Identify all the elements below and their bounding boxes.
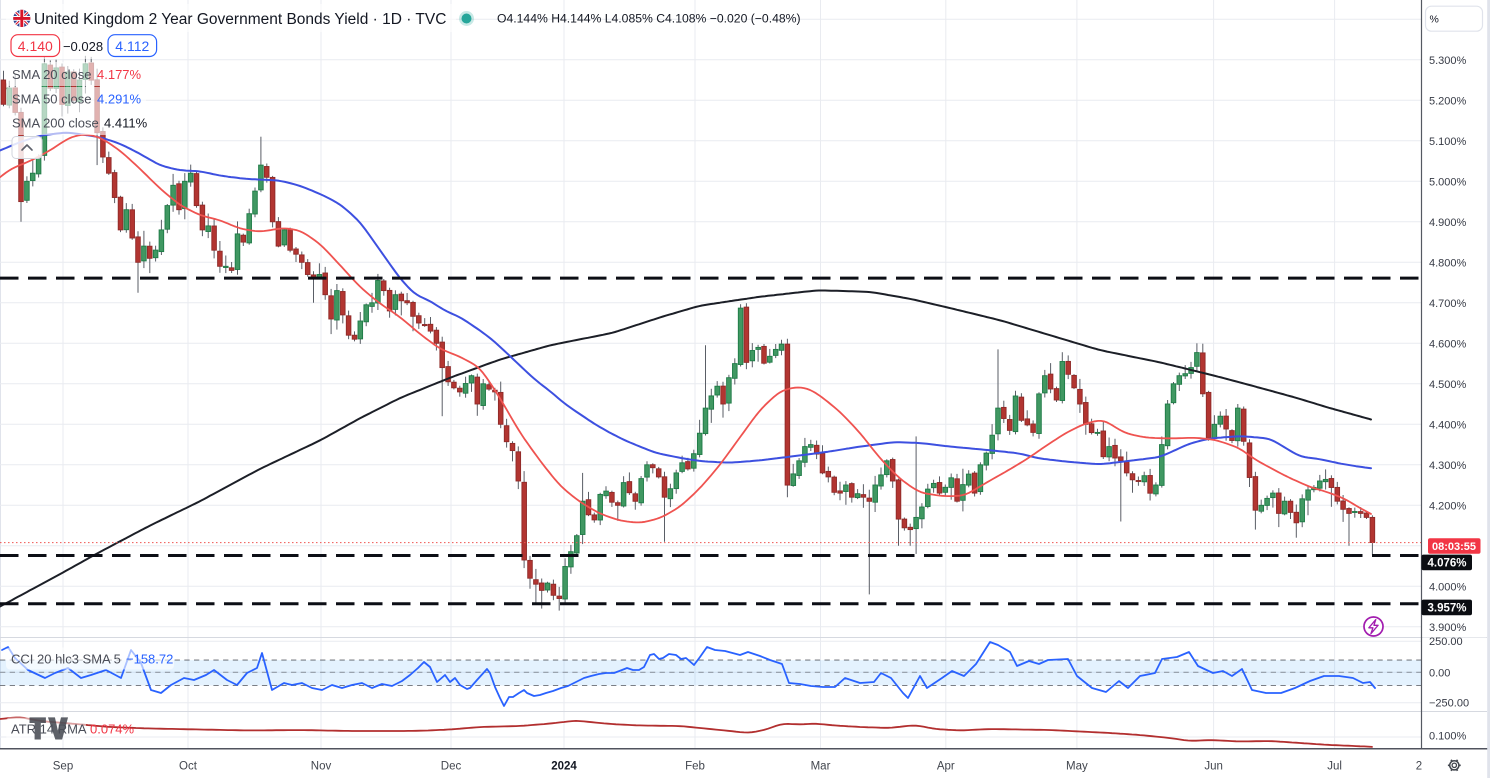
svg-text:08:03:55: 08:03:55 <box>1432 541 1476 553</box>
svg-text:2: 2 <box>1416 761 1422 773</box>
svg-text:4.140: 4.140 <box>18 38 53 54</box>
svg-text:3.957%: 3.957% <box>1427 602 1466 614</box>
svg-text:0.074%: 0.074% <box>90 722 135 737</box>
svg-text:5.200%: 5.200% <box>1429 95 1467 107</box>
svg-text:CCI 20 hlc3 SMA 5: CCI 20 hlc3 SMA 5 <box>11 652 121 667</box>
svg-text:3.900%: 3.900% <box>1429 622 1467 634</box>
svg-text:United Kingdom 2 Year Governme: United Kingdom 2 Year Government Bonds Y… <box>34 11 446 28</box>
svg-text:4.600%: 4.600% <box>1429 338 1467 350</box>
svg-text:4.291%: 4.291% <box>97 92 142 107</box>
svg-text:4.076%: 4.076% <box>1427 557 1466 569</box>
svg-text:4.411%: 4.411% <box>104 116 148 131</box>
svg-text:Jun: Jun <box>1204 761 1223 773</box>
svg-text:4.300%: 4.300% <box>1429 460 1467 472</box>
svg-text:May: May <box>1066 761 1088 773</box>
svg-text:5.300%: 5.300% <box>1429 55 1467 67</box>
svg-text:4.200%: 4.200% <box>1429 500 1467 512</box>
svg-text:5.100%: 5.100% <box>1429 136 1467 148</box>
svg-text:0.00: 0.00 <box>1429 667 1450 679</box>
svg-text:Jul: Jul <box>1327 761 1342 773</box>
svg-text:%: % <box>1430 14 1439 26</box>
svg-text:O4.144% H4.144% L4.085% C4.: O4.144% H4.144% L4.085% C4.108% −0.020 (… <box>497 12 801 26</box>
svg-text:Sep: Sep <box>53 761 73 773</box>
svg-text:Apr: Apr <box>937 761 955 773</box>
svg-text:4.700%: 4.700% <box>1429 298 1467 310</box>
svg-text:SMA 200 close: SMA 200 close <box>12 116 99 131</box>
svg-text:Oct: Oct <box>179 761 198 773</box>
svg-text:4.800%: 4.800% <box>1429 257 1467 269</box>
svg-text:Feb: Feb <box>685 761 705 773</box>
svg-text:−158.72: −158.72 <box>126 652 173 667</box>
svg-text:4.000%: 4.000% <box>1429 581 1467 593</box>
svg-text:250.00: 250.00 <box>1429 636 1463 648</box>
svg-text:SMA 50 close: SMA 50 close <box>12 92 92 107</box>
svg-text:Dec: Dec <box>441 761 462 773</box>
svg-text:−0.028: −0.028 <box>63 39 103 54</box>
svg-text:4.900%: 4.900% <box>1429 217 1467 229</box>
svg-text:5.000%: 5.000% <box>1429 176 1467 188</box>
svg-text:4.400%: 4.400% <box>1429 419 1467 431</box>
svg-text:Mar: Mar <box>811 761 831 773</box>
svg-text:4.177%: 4.177% <box>97 67 142 82</box>
svg-text:0.100%: 0.100% <box>1429 731 1467 743</box>
svg-text:ATR 14 RMA: ATR 14 RMA <box>11 722 87 737</box>
svg-text:4.112: 4.112 <box>115 38 149 54</box>
svg-text:Nov: Nov <box>311 761 332 773</box>
svg-text:−250.00: −250.00 <box>1429 698 1469 710</box>
svg-text:SMA 20 close: SMA 20 close <box>12 67 92 82</box>
svg-text:4.500%: 4.500% <box>1429 379 1467 391</box>
svg-text:2024: 2024 <box>551 761 577 773</box>
